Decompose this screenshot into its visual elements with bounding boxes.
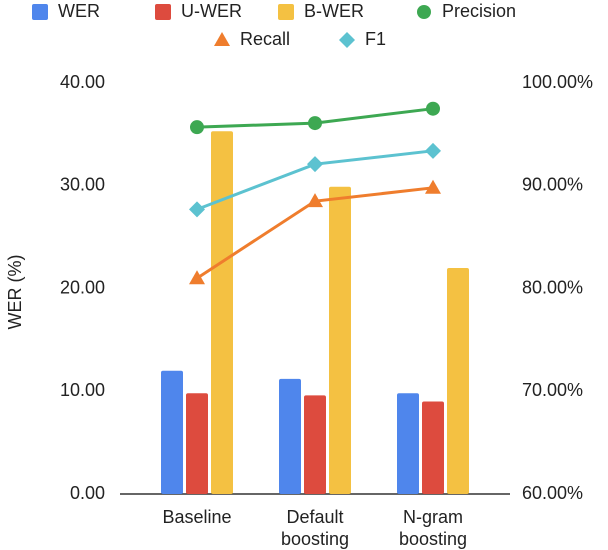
legend-label: Recall — [240, 29, 290, 49]
legend-marker — [417, 5, 431, 19]
y2-tick-label: 80.00% — [522, 277, 583, 297]
x-tick-label: Default boosting — [280, 507, 350, 549]
y-tick-label: 20.00 — [60, 277, 105, 297]
legend-marker — [155, 4, 171, 20]
bar — [329, 186, 351, 494]
line-marker — [307, 156, 323, 173]
y-tick-label: 0.00 — [70, 483, 105, 503]
legend-marker — [278, 4, 294, 20]
legend-label: U-WER — [181, 1, 242, 21]
line-marker — [308, 116, 322, 131]
y-tick-label: 40.00 — [60, 72, 105, 92]
legend-label: WER — [58, 1, 100, 21]
line-marker — [425, 179, 441, 194]
bar — [304, 395, 326, 494]
y2-tick-label: 90.00% — [522, 175, 583, 195]
y2-tick-label: 70.00% — [522, 380, 583, 400]
x-tick-label: N-gram boosting — [398, 507, 468, 549]
bar — [397, 393, 419, 494]
x-tick-label: Baseline — [162, 507, 232, 527]
legend-marker — [339, 32, 355, 48]
legend-label: B-WER — [304, 1, 364, 21]
bar — [186, 393, 208, 494]
line-marker — [189, 201, 205, 218]
line-marker — [426, 101, 440, 116]
legend-label: F1 — [365, 29, 386, 49]
y-tick-label: 10.00 — [60, 380, 105, 400]
bar — [279, 378, 301, 494]
line-marker — [307, 193, 323, 208]
bar — [161, 370, 183, 494]
bar — [422, 401, 444, 494]
legend-label: Precision — [442, 1, 516, 21]
line-marker — [425, 142, 441, 159]
y-tick-label: 30.00 — [60, 175, 105, 195]
line-marker — [189, 270, 205, 285]
y2-tick-label: 60.00% — [522, 483, 583, 503]
legend-marker — [32, 4, 48, 20]
bar — [211, 131, 233, 495]
legend-marker — [214, 32, 230, 46]
line-marker — [190, 120, 204, 135]
bar — [447, 267, 469, 494]
y-axis-title: WER (%) — [5, 255, 25, 330]
y2-tick-label: 100.00% — [522, 72, 593, 92]
